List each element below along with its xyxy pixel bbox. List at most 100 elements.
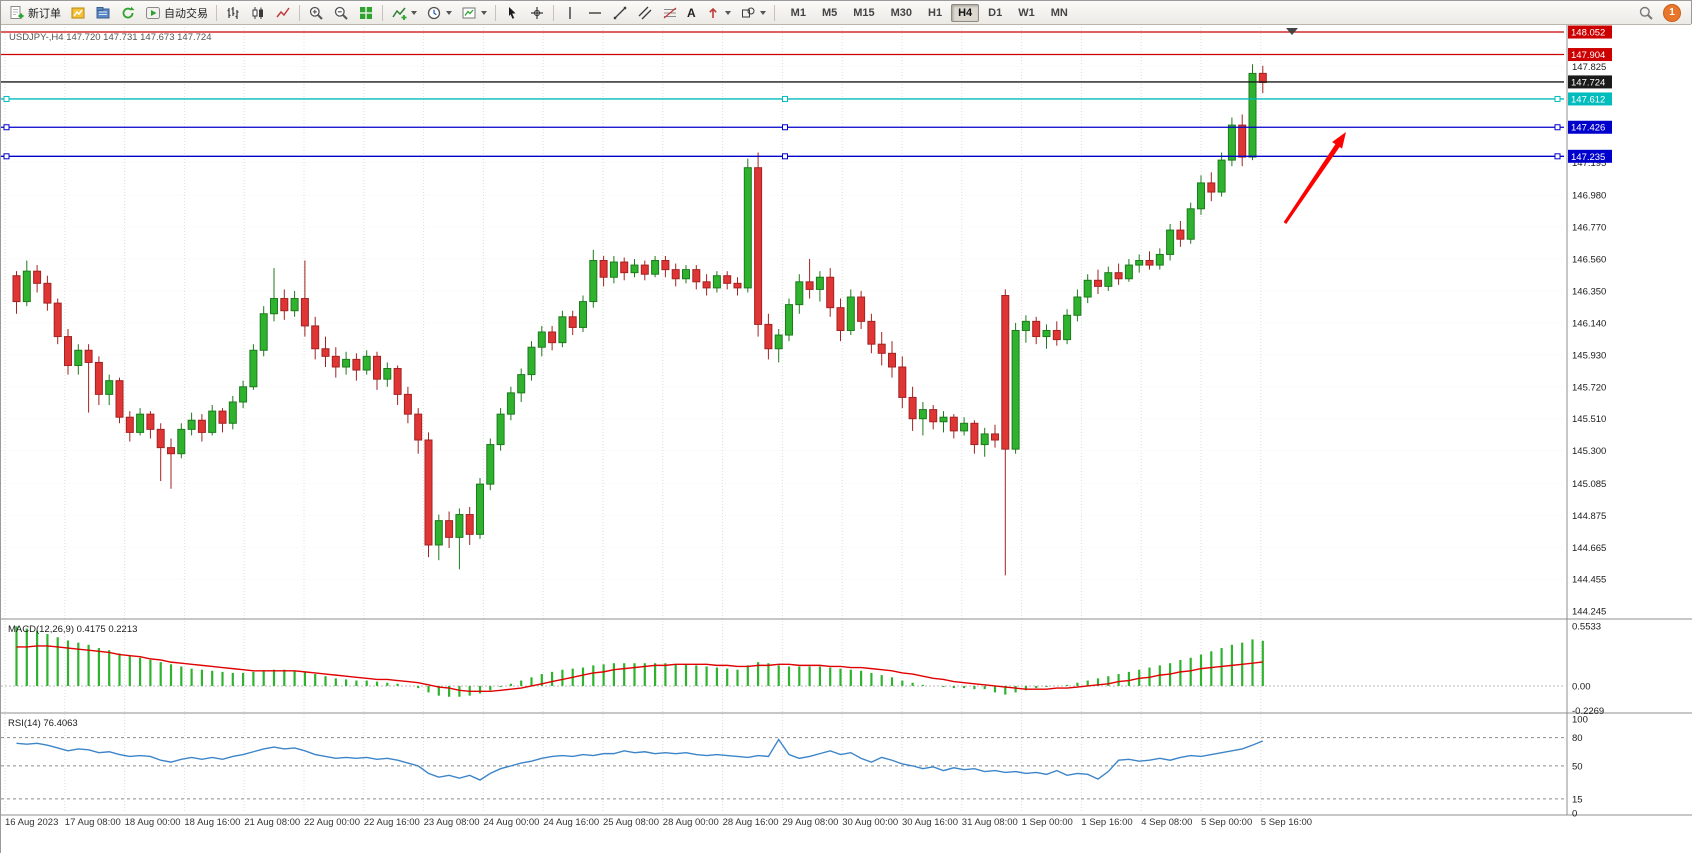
line-handle[interactable] — [1554, 124, 1561, 131]
new-order-button[interactable]: 新订单 — [5, 2, 65, 23]
tile-windows-icon — [358, 5, 374, 21]
candle — [712, 275, 721, 289]
price-axis-label: 146.980 — [1572, 191, 1606, 202]
trendline-button[interactable] — [608, 2, 632, 23]
rsi-line — [16, 738, 1264, 781]
timeframe-d1-button[interactable]: D1 — [988, 6, 1003, 19]
candle — [300, 298, 309, 327]
candle — [393, 368, 402, 395]
timeframe-m1-button[interactable]: M1 — [790, 6, 806, 19]
autotrading-button[interactable]: 自动交易 — [141, 2, 212, 23]
candle — [1238, 124, 1247, 158]
timeframe-h1-button[interactable]: H1 — [928, 6, 943, 19]
line-handle[interactable] — [3, 153, 10, 160]
chart-area[interactable]: 16 Aug 2023 17 Aug 08:00 18 Aug 00:00 18 Au… — [1, 24, 1692, 854]
line-handle[interactable] — [3, 124, 10, 131]
price-badge — [1568, 25, 1612, 39]
candle — [548, 331, 557, 344]
chart-svg[interactable]: 16 Aug 2023 17 Aug 08:00 18 Aug 00:00 18 Au… — [1, 24, 1692, 854]
horizontal-line-icon — [587, 5, 603, 21]
time-axis-label: 18 Aug 00:00 — [125, 817, 181, 828]
price-axis-label: 145.930 — [1572, 350, 1606, 361]
profiles-button[interactable] — [91, 2, 115, 23]
price-axis-label: 145.510 — [1572, 414, 1606, 425]
candle — [1135, 260, 1144, 266]
price-axis-label: 145.300 — [1572, 446, 1606, 457]
tile-windows-button[interactable] — [354, 2, 378, 23]
price-badge-label: 147.426 — [1571, 123, 1605, 134]
line-handle[interactable] — [3, 95, 10, 102]
candle — [1042, 329, 1051, 338]
dropdown-caret — [446, 10, 452, 15]
line-handle[interactable] — [1554, 153, 1561, 160]
trendline-icon — [612, 5, 628, 21]
timeframe-m30-button[interactable]: M30 — [890, 6, 913, 19]
shapes-icon — [740, 5, 756, 21]
notification-badge[interactable]: 1 — [1663, 3, 1681, 22]
candle — [723, 275, 732, 284]
candle — [228, 401, 237, 424]
templates-button[interactable] — [457, 2, 491, 23]
candle — [53, 302, 62, 338]
vertical-line-button[interactable] — [558, 2, 582, 23]
candle — [898, 366, 907, 398]
text-icon: A — [687, 5, 696, 20]
candle — [414, 413, 423, 441]
candle — [177, 428, 186, 455]
charts-button[interactable] — [66, 2, 90, 23]
arrows-button[interactable] — [701, 2, 735, 23]
chart-info-line: USDJPY-,H4 147.720 147.731 147.673 147.7… — [9, 32, 211, 43]
line-handle[interactable] — [1554, 95, 1561, 102]
zoom-in-button[interactable] — [304, 2, 328, 23]
line-handle[interactable] — [782, 153, 788, 160]
time-axis-label: 5 Sep 16:00 — [1261, 817, 1312, 828]
timeframe-w1-button[interactable]: W1 — [1018, 6, 1035, 19]
candle — [609, 261, 618, 278]
chart-background — [1, 24, 1692, 854]
candlestick-icon — [250, 5, 266, 21]
refresh-button[interactable] — [116, 2, 140, 23]
cursor-button[interactable] — [500, 2, 524, 23]
candle — [373, 355, 381, 380]
candlestick-button[interactable] — [246, 2, 270, 23]
candle — [640, 264, 649, 275]
candle — [970, 422, 979, 446]
crosshair-button[interactable] — [525, 2, 549, 23]
horizontal-line-button[interactable] — [583, 2, 607, 23]
candle — [620, 261, 629, 274]
indicators-button[interactable] — [387, 2, 421, 23]
new-order-icon — [9, 5, 25, 21]
trend-arrow[interactable] — [1283, 129, 1351, 224]
text-button[interactable]: A — [683, 2, 700, 23]
candle — [949, 416, 958, 432]
fibonacci-button[interactable] — [658, 2, 682, 23]
candle — [857, 296, 866, 322]
bar-chart-button[interactable] — [221, 2, 245, 23]
channel-button[interactable] — [633, 2, 657, 23]
charts-icon — [70, 5, 86, 21]
line-chart-button[interactable] — [271, 2, 295, 23]
timeframe-h4-button[interactable]: H4 — [951, 3, 980, 22]
search-button[interactable] — [1634, 2, 1658, 23]
candle — [1227, 124, 1236, 161]
timeframe-m15-button[interactable]: M15 — [853, 6, 875, 19]
channel-icon — [637, 5, 653, 21]
time-axis-label: 5 Sep 00:00 — [1201, 817, 1252, 828]
candle — [115, 380, 124, 418]
candle — [280, 298, 289, 312]
line-handle[interactable] — [782, 95, 788, 102]
zoom-out-button[interactable] — [329, 2, 353, 23]
dropdown-caret — [481, 10, 487, 15]
candle — [94, 361, 103, 395]
line-handle[interactable] — [782, 124, 788, 131]
periods-button[interactable] — [422, 2, 456, 23]
toolbar-separator — [495, 4, 496, 21]
search-icon — [1638, 5, 1654, 21]
timeframe-m5-button[interactable]: M5 — [821, 6, 838, 19]
candle — [1063, 314, 1072, 341]
time-axis-label: 28 Aug 00:00 — [663, 817, 719, 828]
timeframe-mn-button[interactable]: MN — [1050, 6, 1068, 19]
shapes-button[interactable] — [736, 2, 770, 23]
macd-axis-label: 0.00 — [1572, 681, 1591, 692]
chart-shift-marker[interactable] — [1286, 28, 1298, 35]
